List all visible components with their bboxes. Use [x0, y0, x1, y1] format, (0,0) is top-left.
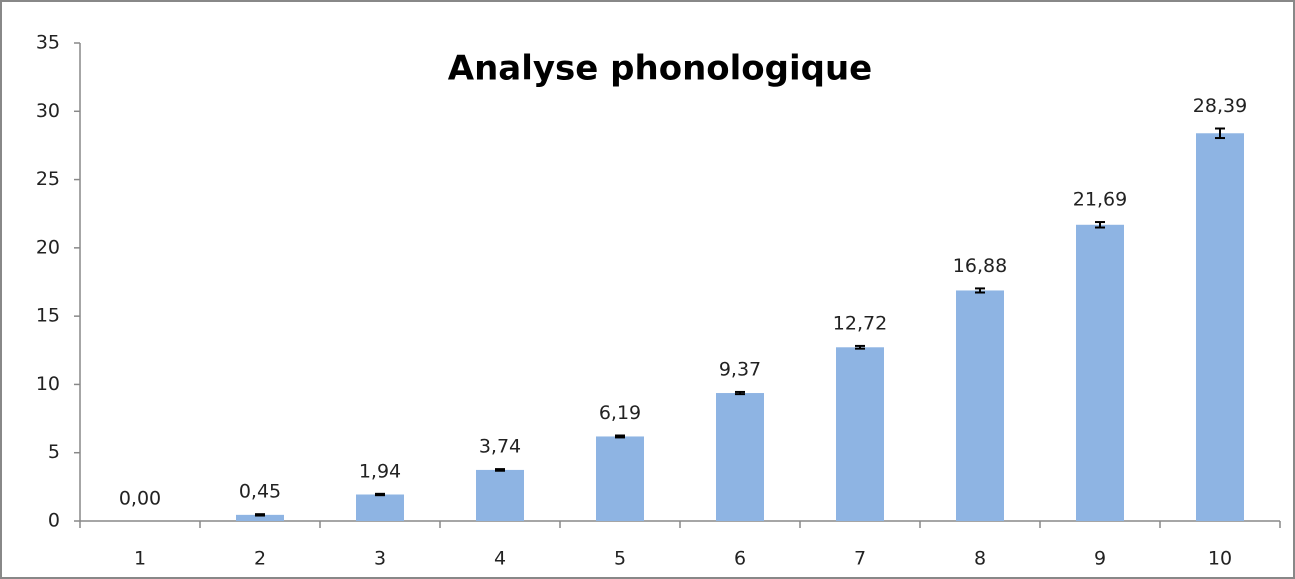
error-bar	[255, 513, 265, 517]
error-bar	[1095, 221, 1105, 229]
value-label: 12,72	[833, 312, 887, 334]
error-bar	[855, 344, 865, 350]
bar	[956, 290, 1004, 521]
bar	[1076, 224, 1124, 522]
error-bar	[735, 390, 745, 396]
error-bar	[1215, 127, 1225, 140]
x-tick-label: 6	[734, 548, 746, 570]
value-label: 16,88	[953, 255, 1007, 277]
value-label: 0,45	[239, 481, 281, 503]
y-tick-label: 35	[36, 32, 60, 54]
value-label: 9,37	[719, 358, 761, 380]
y-tick-label: 15	[36, 305, 60, 327]
y-tick-label: 0	[48, 510, 60, 532]
bar	[836, 347, 884, 521]
value-label: 6,19	[599, 402, 641, 424]
bar	[716, 393, 764, 521]
bar	[356, 494, 404, 521]
y-tick-label: 5	[48, 441, 60, 463]
value-label: 3,74	[479, 436, 521, 458]
bar	[596, 436, 644, 521]
x-tick-label: 8	[974, 548, 986, 570]
bar	[1196, 133, 1244, 521]
x-tick-label: 7	[854, 548, 866, 570]
error-bar	[615, 434, 625, 439]
x-tick-label: 1	[134, 548, 146, 570]
value-label: 1,94	[359, 460, 401, 482]
x-tick-label: 2	[254, 548, 266, 570]
error-bar	[975, 287, 985, 294]
x-tick-label: 9	[1094, 548, 1106, 570]
y-tick-label: 10	[36, 373, 60, 395]
value-label: 0,00	[119, 488, 161, 510]
value-label: 28,39	[1193, 95, 1247, 117]
value-label: 21,69	[1073, 189, 1127, 211]
x-tick-label: 5	[614, 548, 626, 570]
chart-title: Analyse phonologique	[448, 49, 873, 89]
error-bar	[495, 468, 505, 472]
y-tick-label: 20	[36, 236, 60, 258]
x-tick-label: 3	[374, 548, 386, 570]
x-tick-label: 4	[494, 548, 506, 570]
bar	[476, 469, 524, 521]
error-bar	[375, 492, 385, 497]
y-tick-label: 30	[36, 100, 60, 122]
bar	[236, 514, 284, 521]
x-tick-label: 10	[1208, 548, 1232, 570]
y-tick-label: 25	[36, 168, 60, 190]
